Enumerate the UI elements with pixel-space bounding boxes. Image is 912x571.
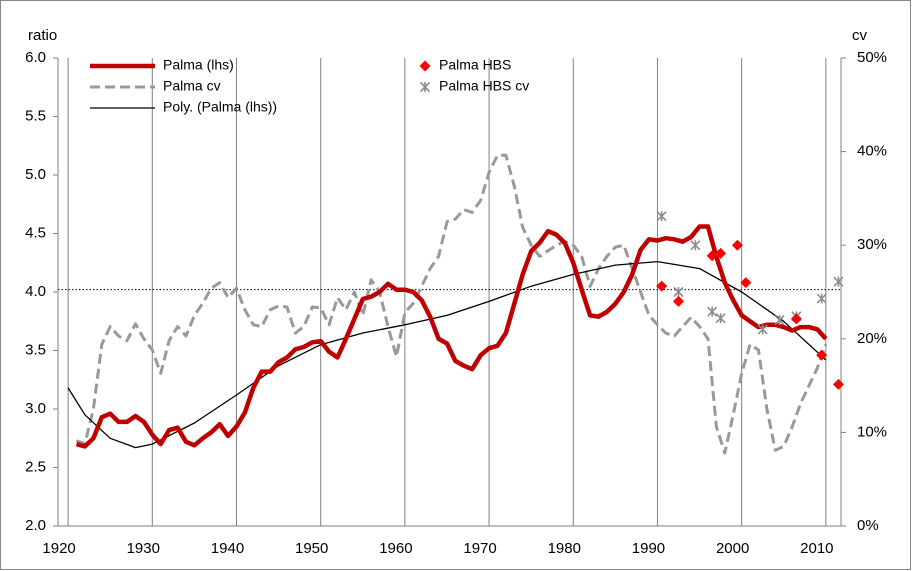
legend-label: Palma cv <box>163 78 221 94</box>
diamond-marker <box>715 247 727 259</box>
y2-tick-label: 0% <box>857 517 879 534</box>
x-tick-label: 2000 <box>716 540 749 557</box>
diamond-marker <box>790 313 802 325</box>
cross-marker <box>690 240 701 251</box>
legend-swatch <box>419 60 431 72</box>
diamond-marker <box>832 378 844 390</box>
series-line <box>75 224 828 449</box>
diamond-marker <box>816 349 828 361</box>
y-tick-label: 2.5 <box>25 458 46 475</box>
y2-tick-label: 40% <box>857 143 887 160</box>
cross-marker <box>774 315 785 326</box>
y2-tick-label: 50% <box>857 49 887 66</box>
cross-marker <box>833 276 844 287</box>
x-tick-label: 1940 <box>211 540 244 557</box>
legend-swatch <box>419 81 431 93</box>
legend-label: Poly. (Palma (lhs)) <box>163 99 277 115</box>
y2-axis-label: cv <box>852 27 868 44</box>
legend-label: Palma (lhs) <box>163 57 234 73</box>
cross-marker <box>673 286 684 298</box>
y2-tick-label: 30% <box>857 236 887 253</box>
y-tick-label: 2.0 <box>25 517 46 534</box>
x-tick-label: 1930 <box>127 540 160 557</box>
y2-tick-label: 20% <box>857 330 887 347</box>
diamond-marker <box>673 295 685 307</box>
y-axis-label: ratio <box>28 27 57 44</box>
y-tick-label: 3.0 <box>25 400 46 417</box>
y-tick-label: 5.0 <box>25 166 46 183</box>
x-tick-label: 1970 <box>463 540 496 557</box>
diamond-marker <box>740 277 752 289</box>
y-tick-label: 4.5 <box>25 224 46 241</box>
cross-marker <box>656 211 667 222</box>
diamond-marker <box>731 239 743 251</box>
series-line <box>76 153 828 455</box>
y-tick-label: 5.5 <box>25 107 46 124</box>
x-tick-label: 1980 <box>548 540 581 557</box>
series-line <box>67 260 827 449</box>
cross-marker <box>757 324 768 335</box>
legend-label: Palma HBS <box>439 57 511 73</box>
y-tick-label: 3.5 <box>25 341 46 358</box>
diamond-marker <box>656 280 668 292</box>
x-tick-label: 1950 <box>295 540 328 557</box>
cross-marker <box>707 306 718 317</box>
legend: Palma (lhs) Palma cv Poly. (Palma (lhs)) Pa… <box>90 57 529 115</box>
x-tick-label: 1920 <box>42 540 75 557</box>
cross-marker <box>816 293 827 304</box>
cross-marker <box>715 313 726 324</box>
x-tick-label: 1990 <box>632 540 665 557</box>
x-tick-label: 1960 <box>379 540 412 557</box>
legend-label: Palma HBS cv <box>439 78 529 94</box>
y2-tick-label: 10% <box>857 423 887 440</box>
x-tick-label: 2010 <box>800 540 833 557</box>
y-tick-label: 6.0 <box>25 49 46 66</box>
diamond-marker <box>706 250 718 262</box>
y-tick-label: 4.0 <box>25 283 46 300</box>
